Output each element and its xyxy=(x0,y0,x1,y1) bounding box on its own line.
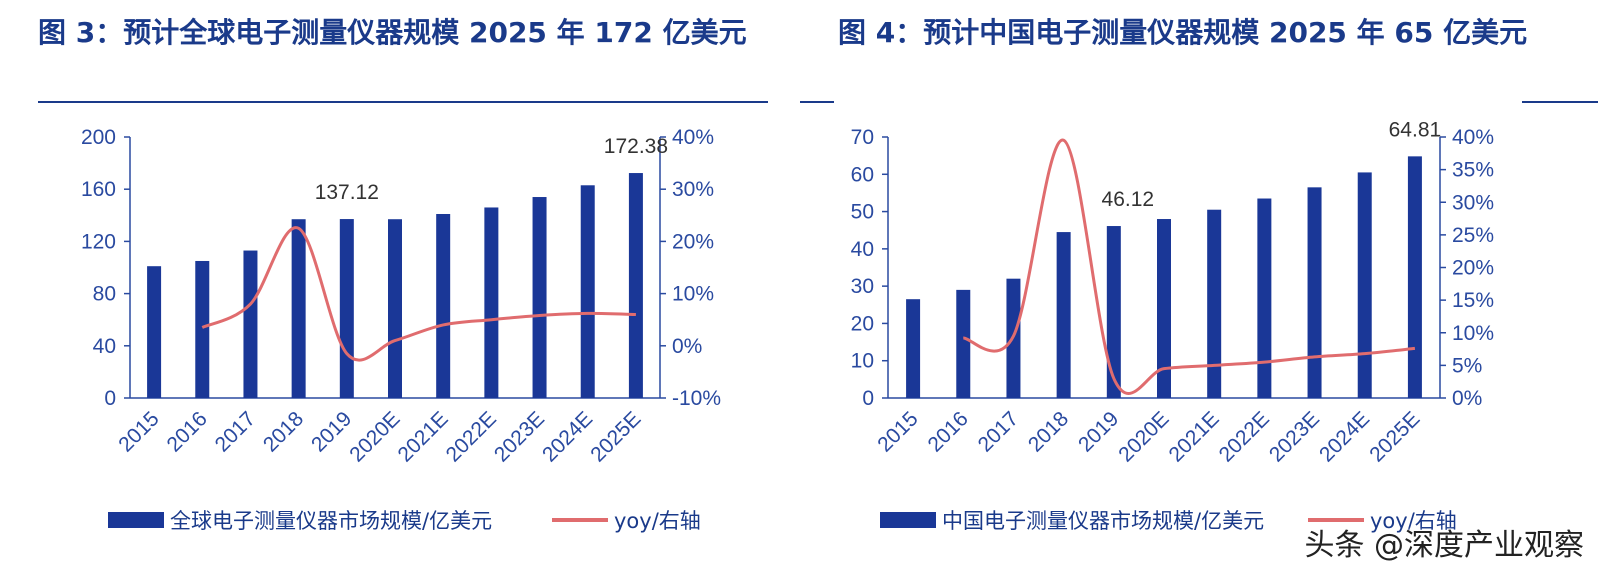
x-tick-label: 2020E xyxy=(345,407,404,466)
y2-tick-label: -10% xyxy=(672,387,721,410)
bar xyxy=(906,299,921,398)
x-tick-label: 2021E xyxy=(394,407,453,466)
x-tick-label: 2015 xyxy=(114,407,163,456)
bar xyxy=(628,173,643,398)
chart-panel-china: 图 4：预计中国电子测量仪器规模 2025 年 65 亿美元 0 10 20 30 40… xyxy=(800,0,1598,570)
bar xyxy=(956,289,971,398)
bar xyxy=(532,197,547,398)
x-tick-label: 2016 xyxy=(163,407,212,456)
chart-panel-global: 图 3：预计全球电子测量仪器规模 2025 年 172 亿美元 0 40 80 120… xyxy=(0,0,790,570)
y2-tick-label: 20% xyxy=(1452,257,1494,280)
china-market-chart: 0 10 20 30 40 50 60 70 0% 5% 10% 15% 20% 25% 30% 35% 40%… xyxy=(851,118,1494,533)
y-tick-label: 20 xyxy=(851,312,874,335)
title-underline-left xyxy=(800,101,834,103)
x-tick-label: 2017 xyxy=(974,407,1023,456)
x-tick-label: 2015 xyxy=(873,407,922,456)
watermark: 头条 @深度产业观察 xyxy=(1304,528,1584,563)
x-tick-label: 2018 xyxy=(259,407,308,456)
y-tick-label: 120 xyxy=(81,230,116,253)
bar xyxy=(1257,198,1272,398)
bar xyxy=(1157,219,1171,398)
y-tick-label: 40 xyxy=(851,238,874,261)
y2-tick-label: 40% xyxy=(1452,126,1494,149)
bar xyxy=(436,213,451,398)
x-tick-label: 2022E xyxy=(442,407,501,466)
y-tick-label: 40 xyxy=(93,335,116,358)
y-tick-label: 70 xyxy=(851,126,874,149)
bar xyxy=(339,219,354,398)
y-tick-label: 160 xyxy=(81,178,116,201)
bar xyxy=(1207,209,1222,398)
bar xyxy=(1106,226,1121,398)
y-tick-label: 60 xyxy=(851,163,874,186)
y2-tick-label: 30% xyxy=(672,178,714,201)
legend-line-label: yoy/右轴 xyxy=(614,509,701,533)
legend-bar-label: 全球电子测量仪器市场规模/亿美元 xyxy=(170,509,492,533)
title-underline-right xyxy=(1522,101,1598,103)
y2-tick-label: 40% xyxy=(672,126,714,149)
y-tick-label: 80 xyxy=(93,283,116,306)
figure-title: 图 4：预计中国电子测量仪器规模 2025 年 65 亿美元 xyxy=(838,16,1528,49)
x-tick-label: 2020E xyxy=(1114,407,1173,466)
bar xyxy=(580,185,595,398)
y2-tick-label: 0% xyxy=(1452,387,1482,410)
y-tick-label: 10 xyxy=(851,350,874,373)
x-tick-label: 2017 xyxy=(211,407,260,456)
y2-tick-label: 15% xyxy=(1452,289,1494,312)
y2-tick-label: 10% xyxy=(672,283,714,306)
data-label: 137.12 xyxy=(315,181,379,204)
bar xyxy=(1307,187,1322,398)
bar xyxy=(1407,156,1422,398)
legend-bar-swatch xyxy=(880,512,936,528)
global-market-chart: 0 40 80 120 160 200 -10% 0% 10% 20% 30% 40% 20152016… xyxy=(81,126,721,533)
y2-tick-label: 35% xyxy=(1452,159,1494,182)
title-underline xyxy=(38,101,768,103)
y-tick-label: 0 xyxy=(862,387,874,410)
bar xyxy=(195,260,210,398)
y2-tick-label: 30% xyxy=(1452,191,1494,214)
x-tick-label: 2021E xyxy=(1165,407,1224,466)
x-tick-label: 2024E xyxy=(538,407,597,466)
y-tick-label: 0 xyxy=(104,387,116,410)
bar xyxy=(243,250,258,398)
bar xyxy=(388,219,402,398)
bar xyxy=(147,266,162,398)
data-label: 172.38 xyxy=(604,135,668,158)
y-tick-label: 200 xyxy=(81,126,116,149)
y2-tick-label: 20% xyxy=(672,230,714,253)
legend-line-label: yoy/右轴 xyxy=(1370,509,1457,533)
legend-bar-label: 中国电子测量仪器市场规模/亿美元 xyxy=(942,509,1264,533)
x-tick-label: 2018 xyxy=(1024,407,1073,456)
x-tick-label: 2025E xyxy=(1365,407,1424,466)
x-tick-label: 2024E xyxy=(1315,407,1374,466)
y2-tick-label: 5% xyxy=(1452,354,1482,377)
x-tick-label: 2022E xyxy=(1215,407,1274,466)
bar xyxy=(1357,172,1372,398)
yoy-line xyxy=(201,226,636,362)
y-tick-label: 30 xyxy=(851,275,874,298)
bar xyxy=(1056,232,1071,398)
y2-tick-label: 25% xyxy=(1452,224,1494,247)
legend-bar-swatch xyxy=(108,512,164,528)
y2-tick-label: 10% xyxy=(1452,322,1494,345)
x-tick-label: 2016 xyxy=(924,407,973,456)
y-tick-label: 50 xyxy=(851,201,874,224)
x-tick-label: 2023E xyxy=(490,407,549,466)
data-label: 64.81 xyxy=(1389,118,1442,141)
x-tick-label: 2025E xyxy=(586,407,645,466)
bar xyxy=(484,207,499,398)
yoy-line xyxy=(962,138,1416,395)
y2-tick-label: 0% xyxy=(672,335,702,358)
x-tick-label: 2023E xyxy=(1265,407,1324,466)
data-label: 46.12 xyxy=(1102,188,1155,211)
figure-title: 图 3：预计全球电子测量仪器规模 2025 年 172 亿美元 xyxy=(38,16,747,49)
bar xyxy=(291,219,306,398)
